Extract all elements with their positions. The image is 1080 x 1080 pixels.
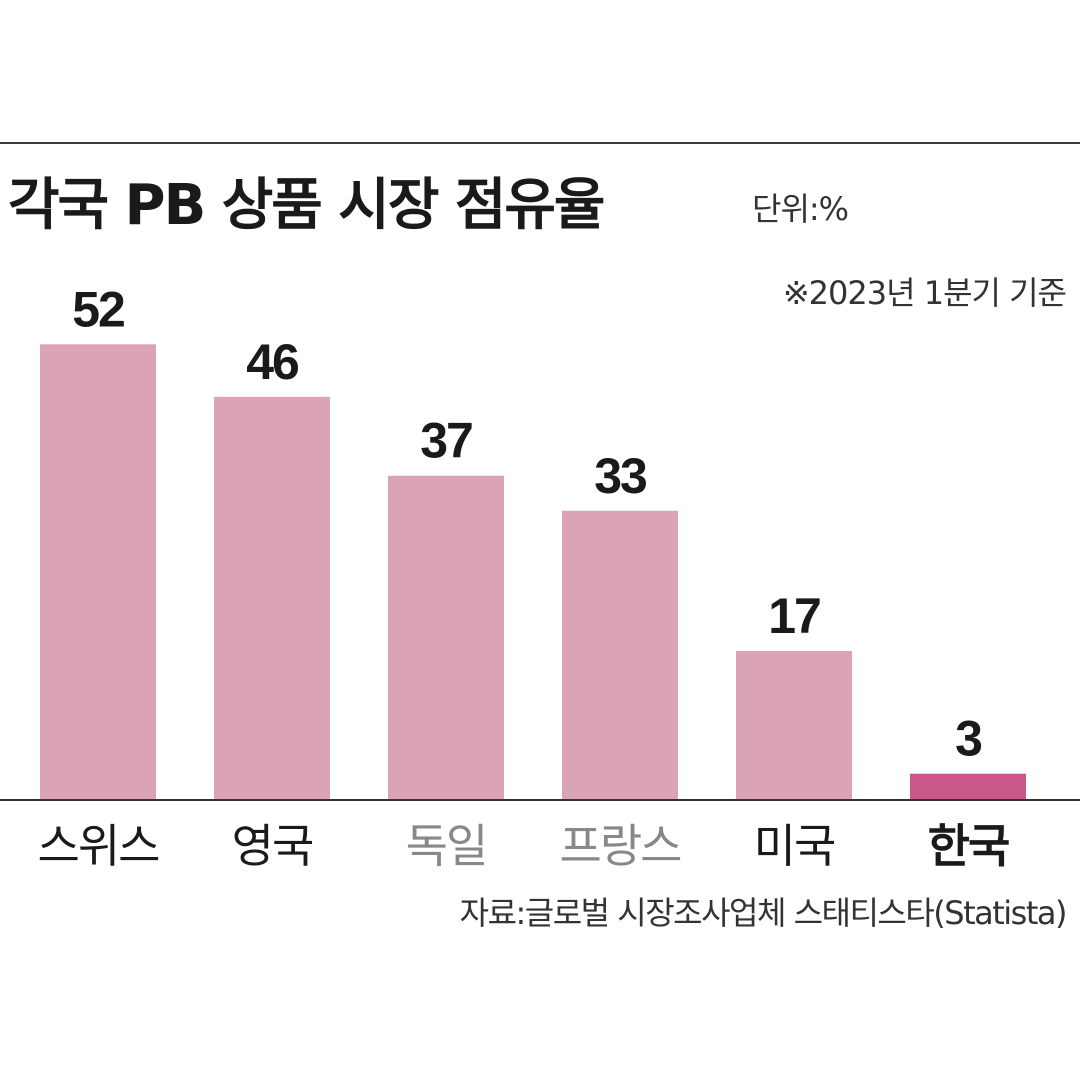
bar-1 [214, 396, 330, 800]
value-label-2: 37 [420, 413, 472, 469]
category-label-0: 스위스 [38, 819, 160, 873]
unit-label: 단위:% [752, 190, 849, 228]
value-label-1: 46 [246, 334, 298, 390]
bar-5 [910, 773, 1026, 800]
value-label-3: 33 [594, 448, 646, 504]
value-label-4: 17 [768, 588, 820, 644]
category-label-2: 독일 [406, 819, 487, 873]
category-label-5: 한국 [928, 819, 1009, 873]
category-label-3: 프랑스 [560, 819, 682, 873]
chart-title: 각국 PB 상품 시장 점유율 [8, 173, 605, 238]
source-label: 자료:글로벌 시장조사업체 스태티스타(Statista) [459, 894, 1068, 932]
bar-3 [562, 510, 678, 800]
value-label-5: 3 [955, 711, 981, 767]
category-label-1: 영국 [232, 819, 313, 873]
date-note: ※2023년 1분기 기준 [782, 274, 1067, 312]
bar-0 [40, 344, 156, 800]
bar-4 [736, 651, 852, 800]
value-label-0: 52 [72, 281, 124, 337]
category-label-4: 미국 [754, 819, 835, 873]
bar-2 [388, 475, 504, 800]
top-rule [0, 142, 1080, 144]
